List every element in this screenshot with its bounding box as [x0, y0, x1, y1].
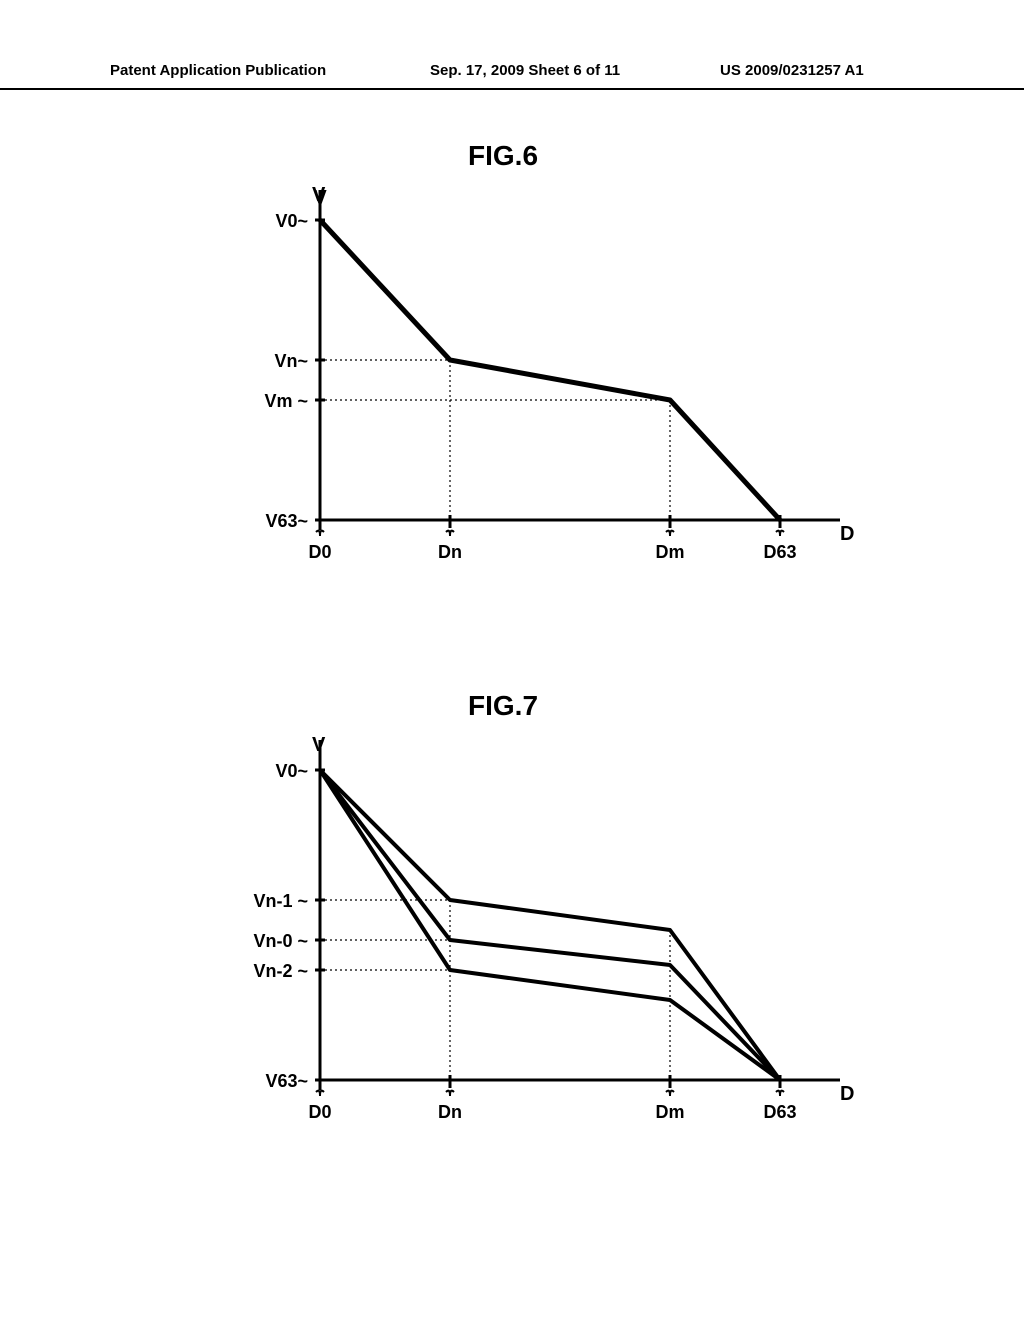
- header-left: Patent Application Publication: [110, 62, 326, 79]
- fig7-xtick-d0: D0: [308, 1102, 331, 1122]
- fig6-v-label: V: [312, 184, 325, 207]
- fig6-ytick-vm: Vm ~: [264, 391, 308, 411]
- fig6-svg: V V V0~ Vn~ Vm ~ V63~ D0: [220, 190, 860, 590]
- fig7-xtick-d63: D63: [763, 1102, 796, 1122]
- fig6-title: FIG.6: [468, 140, 538, 172]
- fig6-xtick-dn: Dn: [438, 542, 462, 562]
- fig6-y-ticks: V0~ Vn~ Vm ~ V63~: [264, 211, 325, 531]
- fig7-axes: [315, 740, 840, 1090]
- fig7-ytick-vn2: Vn-2 ~: [253, 961, 308, 981]
- fig7-data-lines: [320, 770, 780, 1080]
- fig7-ytick-vn1: Vn-1 ~: [253, 891, 308, 911]
- fig7-x-axis-label: D: [840, 1083, 854, 1105]
- fig7-xtick-dn: Dn: [438, 1102, 462, 1122]
- fig6-xtick-d63: D63: [763, 542, 796, 562]
- fig7-ytick-v63: V63~: [265, 1071, 308, 1091]
- fig7-ytick-v0: V0~: [275, 761, 308, 781]
- fig6-data-line: [320, 220, 780, 520]
- fig6-ytick-v0: V0~: [275, 211, 308, 231]
- header-right: US 2009/0231257 A1: [720, 62, 864, 79]
- fig7-title: FIG.7: [468, 690, 538, 722]
- header-center: Sep. 17, 2009 Sheet 6 of 11: [430, 62, 620, 79]
- fig6-axes: [315, 190, 840, 530]
- fig6-x-axis-label: D: [840, 523, 854, 545]
- fig7-xtick-dm: Dm: [655, 1102, 684, 1122]
- fig6-guides: [320, 360, 670, 520]
- fig7-guides: [320, 900, 670, 1080]
- page: Patent Application Publication Sep. 17, …: [0, 0, 1024, 1320]
- fig6-chart: V V V0~ Vn~ Vm ~ V63~ D0: [220, 190, 860, 590]
- page-header: Patent Application Publication Sep. 17, …: [0, 58, 1024, 90]
- fig6-x-ticks: D0 Dn Dm D63: [308, 515, 796, 562]
- fig7-ytick-vn0: Vn-0 ~: [253, 931, 308, 951]
- fig7-svg: V0~ Vn-1 ~ Vn-0 ~ Vn-2 ~ V63~ D0 Dn: [210, 740, 860, 1150]
- fig7-chart: V0~ Vn-1 ~ Vn-0 ~ Vn-2 ~ V63~ D0 Dn: [210, 740, 860, 1150]
- fig7-x-ticks: D0 Dn Dm D63: [308, 1075, 796, 1122]
- fig6-xtick-dm: Dm: [655, 542, 684, 562]
- fig6-xtick-d0: D0: [308, 542, 331, 562]
- fig7-y-ticks: V0~ Vn-1 ~ Vn-0 ~ Vn-2 ~ V63~: [253, 761, 325, 1091]
- fig6-ytick-v63: V63~: [265, 511, 308, 531]
- fig6-ytick-vn: Vn~: [274, 351, 308, 371]
- fig7-v-label: V: [312, 734, 325, 757]
